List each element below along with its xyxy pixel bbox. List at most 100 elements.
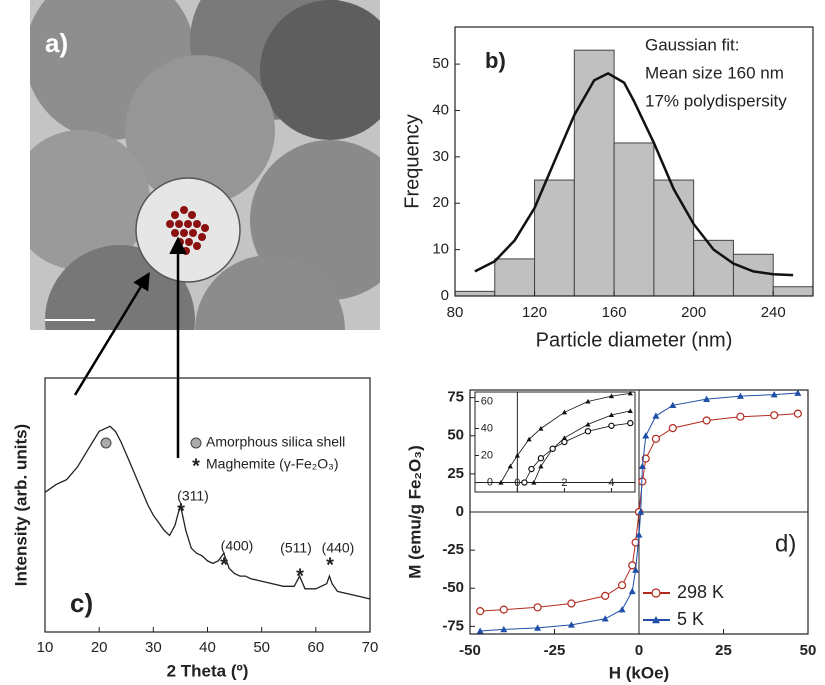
data-point bbox=[631, 538, 640, 547]
legend-label: Amorphous silica shell bbox=[206, 434, 345, 450]
inset-y-tick-label: 40 bbox=[481, 422, 493, 434]
x-tick-label: 0 bbox=[635, 642, 643, 659]
x-tick-label: 20 bbox=[91, 639, 108, 656]
panel-label: d) bbox=[775, 530, 796, 557]
y-tick-label: 30 bbox=[432, 148, 449, 165]
annotation: Gaussian fit: bbox=[645, 35, 740, 54]
data-point bbox=[538, 463, 544, 469]
data-point bbox=[507, 463, 513, 469]
x-tick-label: 70 bbox=[362, 639, 379, 656]
peak-label: (440) bbox=[322, 540, 355, 556]
panel-label: b) bbox=[485, 48, 506, 73]
data-point bbox=[628, 587, 636, 595]
data-point bbox=[794, 389, 802, 396]
inset-y-tick-label: 0 bbox=[487, 476, 493, 488]
legend-marker: * bbox=[192, 455, 200, 477]
data-point bbox=[618, 606, 626, 613]
peak-label: (311) bbox=[177, 488, 209, 504]
x-tick-label: 160 bbox=[602, 304, 627, 321]
data-point bbox=[652, 412, 660, 419]
x-tick-label: 200 bbox=[681, 304, 706, 321]
peak-marker: * bbox=[220, 554, 228, 576]
data-point bbox=[476, 607, 485, 616]
x-tick-label: -50 bbox=[459, 642, 481, 659]
x-tick-label: 25 bbox=[715, 642, 732, 659]
x-tick-label: 240 bbox=[761, 304, 786, 321]
data-point bbox=[567, 621, 575, 628]
legend-marker bbox=[100, 437, 112, 449]
histogram-bar bbox=[653, 179, 695, 297]
data-point bbox=[537, 455, 545, 462]
histogram-bar bbox=[454, 290, 496, 297]
data-point bbox=[638, 462, 646, 470]
y-tick-label: 25 bbox=[447, 465, 464, 482]
data-point bbox=[635, 531, 643, 538]
data-point bbox=[561, 438, 568, 446]
data-point bbox=[627, 408, 633, 413]
data-point bbox=[641, 454, 650, 463]
data-point bbox=[585, 398, 591, 404]
plot-frame bbox=[44, 377, 371, 633]
data-point bbox=[628, 561, 637, 570]
peak-label: (511) bbox=[280, 540, 312, 556]
xrd-line bbox=[44, 425, 371, 600]
y-tick-label: 50 bbox=[447, 427, 464, 444]
legend-label: Maghemite (γ-Fe₂O₃) bbox=[206, 456, 339, 472]
data-point bbox=[531, 479, 537, 485]
data-point bbox=[528, 465, 535, 473]
histogram-bar bbox=[494, 258, 536, 297]
data-point bbox=[793, 409, 802, 418]
y-tick-label: 50 bbox=[432, 55, 449, 72]
histogram-bar bbox=[772, 286, 814, 297]
legend-label: 298 K bbox=[677, 582, 724, 602]
x-axis-label: Particle diameter (nm) bbox=[536, 329, 733, 351]
histogram-bar bbox=[573, 49, 615, 297]
y-tick-label: 75 bbox=[447, 389, 464, 406]
inset-x-tick-label: 0 bbox=[514, 477, 520, 489]
y-tick-label: -25 bbox=[442, 541, 464, 558]
data-point bbox=[637, 508, 645, 515]
peak-label: (400) bbox=[221, 538, 254, 554]
series-line bbox=[480, 392, 798, 632]
data-point bbox=[521, 479, 528, 486]
x-tick-label: 50 bbox=[253, 639, 270, 656]
data-point bbox=[549, 445, 556, 452]
data-point bbox=[584, 427, 592, 435]
data-point bbox=[770, 411, 779, 420]
data-point bbox=[601, 591, 610, 600]
data-point bbox=[668, 424, 677, 433]
x-tick-label: 50 bbox=[800, 642, 817, 659]
data-point bbox=[632, 566, 640, 573]
annotation: Mean size 160 nm bbox=[645, 63, 784, 82]
y-tick-label: -50 bbox=[442, 579, 464, 596]
data-point bbox=[627, 390, 633, 396]
y-axis-label: Frequency bbox=[401, 114, 423, 209]
peak-marker: * bbox=[177, 500, 185, 522]
data-point bbox=[617, 581, 627, 590]
data-point bbox=[703, 395, 711, 402]
data-point bbox=[736, 412, 745, 421]
peak-marker: * bbox=[296, 565, 304, 587]
data-point bbox=[642, 432, 650, 439]
data-point bbox=[627, 419, 634, 427]
data-point bbox=[526, 436, 532, 442]
legend-marker bbox=[651, 588, 661, 598]
panel-label: c) bbox=[70, 588, 93, 618]
data-point bbox=[770, 391, 778, 398]
data-point bbox=[538, 425, 544, 431]
y-tick-label: 20 bbox=[432, 194, 449, 211]
histogram-bar bbox=[534, 179, 575, 297]
data-point bbox=[585, 421, 591, 427]
panel-label: a) bbox=[45, 28, 68, 58]
histogram-bar bbox=[732, 253, 774, 297]
data-point bbox=[608, 393, 615, 399]
tem-image bbox=[30, 0, 380, 330]
data-point bbox=[498, 479, 504, 485]
legend-marker bbox=[652, 616, 660, 624]
data-point bbox=[499, 605, 508, 614]
data-point bbox=[514, 452, 520, 458]
peak-marker: * bbox=[326, 554, 334, 576]
data-point bbox=[561, 409, 568, 415]
x-tick-label: 30 bbox=[145, 639, 162, 656]
